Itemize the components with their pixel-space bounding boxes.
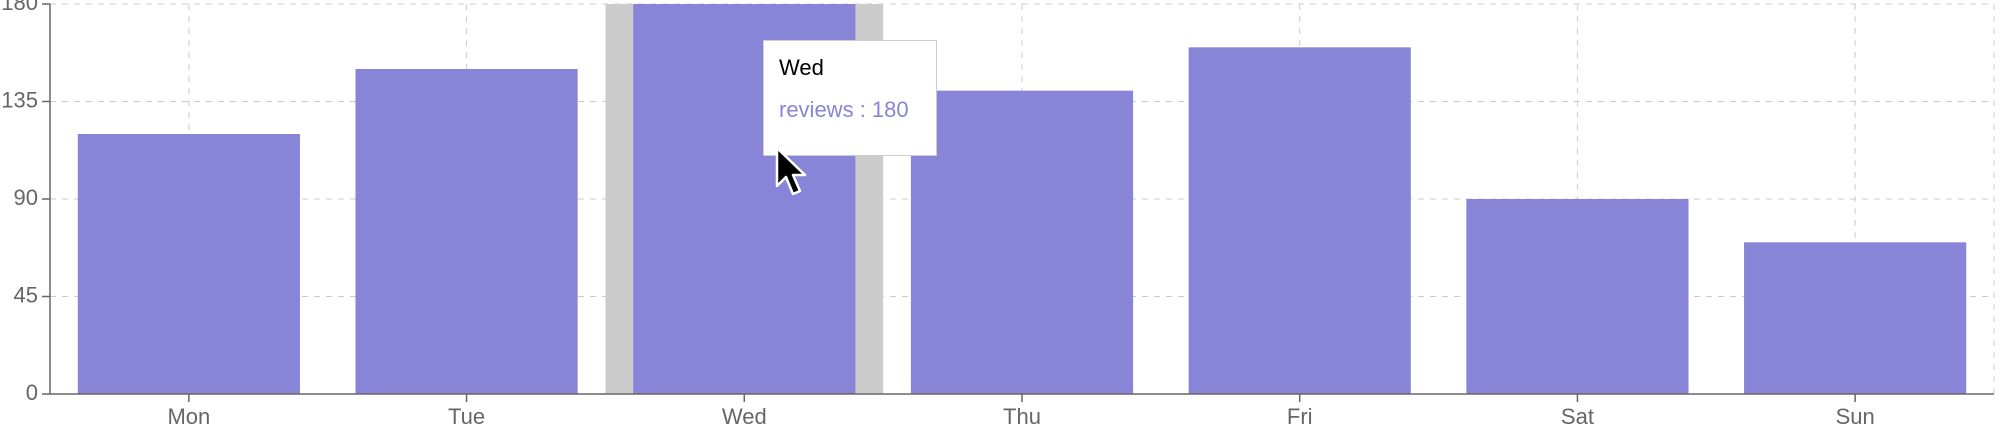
x-tick-label: Wed: [722, 404, 767, 429]
y-tick-label: 180: [1, 0, 38, 15]
bars-layer[interactable]: [77, 4, 1967, 395]
y-tick-label: 0: [26, 380, 38, 405]
bar-thu[interactable]: [910, 90, 1134, 395]
tooltip-item: reviews : 180: [779, 97, 921, 123]
x-tick-label: Sun: [1836, 404, 1875, 429]
bar-sun[interactable]: [1744, 242, 1967, 394]
tooltip-title: Wed: [779, 55, 824, 80]
x-tick-label: Thu: [1003, 404, 1041, 429]
x-tick-label: Tue: [448, 404, 485, 429]
bar-sat[interactable]: [1466, 199, 1689, 394]
x-tick-label: Sat: [1561, 404, 1594, 429]
tooltip-separator: :: [853, 97, 872, 122]
mouse-pointer-icon: [775, 146, 807, 196]
y-tick-label: 45: [14, 282, 38, 307]
y-tick-label: 90: [14, 185, 38, 210]
x-tick-label: Mon: [167, 404, 210, 429]
bar-mon[interactable]: [77, 134, 300, 394]
x-tick-label: Fri: [1287, 404, 1313, 429]
bar-tue[interactable]: [355, 69, 578, 394]
chart-tooltip: Wed reviews : 180: [763, 40, 937, 156]
y-tick-label: 135: [1, 87, 38, 112]
tooltip-item-value: 180: [871, 97, 909, 122]
tooltip-item-label: reviews: [779, 97, 854, 122]
bar-fri[interactable]: [1188, 47, 1411, 394]
